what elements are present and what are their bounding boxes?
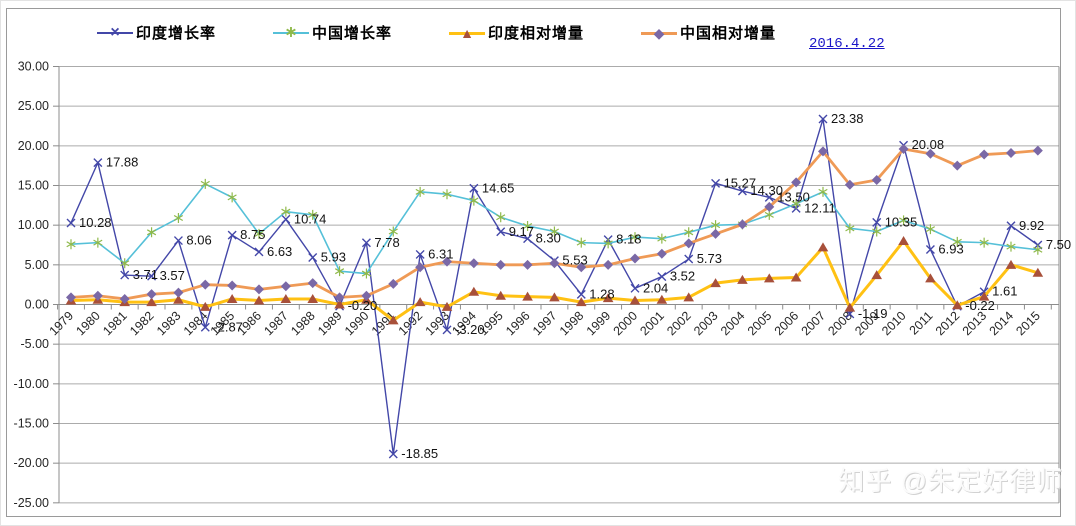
svg-text:2007: 2007 (799, 309, 829, 339)
svg-text:1989: 1989 (315, 309, 345, 339)
svg-text:2000: 2000 (611, 309, 641, 339)
x-axis-labels: 1979198019811982198319841985198619871988… (47, 309, 1043, 339)
y-axis-labels: 30.00 25.00 20.00 15.00 10.00 5.00 0.00 -5.00 -1… (14, 60, 50, 510)
svg-text:0.00: 0.00 (25, 298, 49, 312)
svg-text:10.35: 10.35 (885, 214, 918, 229)
svg-text:-10.00: -10.00 (14, 377, 49, 391)
series-china-relative-increment (66, 144, 1043, 304)
svg-text:8.30: 8.30 (536, 231, 561, 246)
axes (53, 66, 1060, 504)
legend-label: 印度相对增量 (488, 25, 585, 42)
svg-text:-1.19: -1.19 (858, 306, 888, 321)
svg-text:2005: 2005 (745, 309, 775, 339)
svg-text:30.00: 30.00 (18, 60, 49, 74)
legend: × 印度增长率 ∗ 中国增长率 ▲ 印度相对增量 ◆ 中国相对增量 (97, 22, 776, 43)
svg-text:2001: 2001 (637, 309, 667, 339)
svg-text:-0.20: -0.20 (348, 298, 378, 313)
svg-text:9.17: 9.17 (509, 224, 534, 239)
svg-text:13.50: 13.50 (777, 189, 810, 204)
diamond-marker-icon: ◆ (641, 25, 678, 41)
svg-text:1987: 1987 (261, 309, 291, 339)
chart-border (6, 8, 1061, 517)
svg-text:-18.85: -18.85 (401, 446, 438, 461)
svg-text:2015: 2015 (1013, 309, 1043, 339)
svg-text:5.00: 5.00 (25, 258, 49, 272)
legend-item-india-growth-rate: × 印度增长率 (97, 22, 216, 43)
svg-text:7.78: 7.78 (374, 235, 399, 250)
series-india-growth-rate (66, 114, 1043, 459)
svg-text:6.93: 6.93 (938, 242, 963, 257)
svg-text:7.50: 7.50 (1046, 237, 1071, 252)
svg-text:1980: 1980 (73, 309, 103, 339)
svg-text:14.30: 14.30 (750, 183, 783, 198)
watermark: 知乎 @朱定好律师 (838, 466, 1063, 496)
svg-text:1982: 1982 (127, 309, 157, 339)
svg-text:10.00: 10.00 (18, 218, 49, 232)
svg-text:-5.00: -5.00 (21, 337, 50, 351)
svg-text:2003: 2003 (691, 309, 721, 339)
date-link[interactable]: 2016.4.22 (809, 36, 885, 52)
legend-label: 中国相对增量 (680, 25, 777, 42)
triangle-marker-icon: ▲ (449, 25, 486, 41)
svg-text:5.73: 5.73 (697, 251, 722, 266)
svg-text:-25.00: -25.00 (14, 496, 49, 510)
svg-text:2011: 2011 (907, 309, 936, 338)
svg-text:1990: 1990 (342, 309, 372, 339)
legend-label: 印度增长率 (136, 25, 217, 42)
svg-text:20.08: 20.08 (912, 137, 945, 152)
svg-text:1981: 1981 (100, 309, 130, 339)
svg-text:5.53: 5.53 (562, 253, 587, 268)
legend-item-china-relative-increment: ◆ 中国相对增量 (641, 22, 776, 43)
svg-text:1988: 1988 (288, 309, 318, 339)
svg-text:5.93: 5.93 (321, 249, 346, 264)
svg-text:10.28: 10.28 (79, 215, 112, 230)
svg-text:2012: 2012 (933, 309, 963, 339)
svg-text:3.71: 3.71 (133, 267, 158, 282)
svg-text:8.75: 8.75 (240, 227, 265, 242)
svg-text:2004: 2004 (718, 309, 748, 339)
svg-text:8.06: 8.06 (186, 233, 211, 248)
svg-text:20.00: 20.00 (18, 139, 49, 153)
svg-text:-20.00: -20.00 (14, 456, 49, 470)
svg-text:12.11: 12.11 (804, 200, 836, 215)
svg-text:25.00: 25.00 (18, 99, 49, 113)
svg-text:-15.00: -15.00 (14, 416, 49, 430)
svg-text:1998: 1998 (557, 309, 587, 339)
legend-label: 中国增长率 (312, 25, 393, 42)
svg-text:1.28: 1.28 (589, 286, 614, 301)
svg-text:15.00: 15.00 (18, 179, 49, 193)
svg-text:14.65: 14.65 (482, 180, 515, 195)
svg-text:10.74: 10.74 (294, 211, 327, 226)
svg-text:1.61: 1.61 (992, 284, 1017, 299)
legend-item-india-relative-increment: ▲ 印度相对增量 (449, 22, 584, 43)
svg-text:2002: 2002 (664, 309, 694, 339)
svg-text:23.38: 23.38 (831, 111, 864, 126)
svg-text:-3.20: -3.20 (455, 322, 485, 337)
data-labels-india-growth-rate: 10.28 17.88 3.71 3.57 8.06 -2.87 8.756.63 10.74… (79, 111, 1071, 461)
svg-text:1999: 1999 (584, 309, 614, 339)
asterisk-marker-icon: ∗ (273, 24, 310, 41)
svg-text:-0.22: -0.22 (965, 298, 995, 313)
svg-text:6.31: 6.31 (428, 246, 453, 261)
svg-text:3.57: 3.57 (160, 268, 185, 283)
svg-text:1979: 1979 (47, 309, 77, 339)
svg-text:15.27: 15.27 (724, 175, 757, 190)
svg-text:1996: 1996 (503, 309, 533, 339)
svg-text:-2.87: -2.87 (213, 319, 243, 334)
svg-text:8.18: 8.18 (616, 232, 641, 247)
svg-text:2.04: 2.04 (643, 280, 668, 295)
series-china-growth-rate (66, 178, 1043, 279)
svg-text:2006: 2006 (772, 309, 802, 339)
svg-text:1983: 1983 (154, 309, 184, 339)
svg-text:1997: 1997 (530, 309, 560, 339)
legend-item-china-growth-rate: ∗ 中国增长率 (273, 22, 392, 43)
svg-text:17.88: 17.88 (106, 155, 139, 170)
svg-text:9.92: 9.92 (1019, 218, 1044, 233)
x-cross-marker-icon: × (97, 24, 133, 41)
svg-text:3.52: 3.52 (670, 269, 695, 284)
svg-text:6.63: 6.63 (267, 244, 292, 259)
gridlines (59, 66, 1059, 504)
